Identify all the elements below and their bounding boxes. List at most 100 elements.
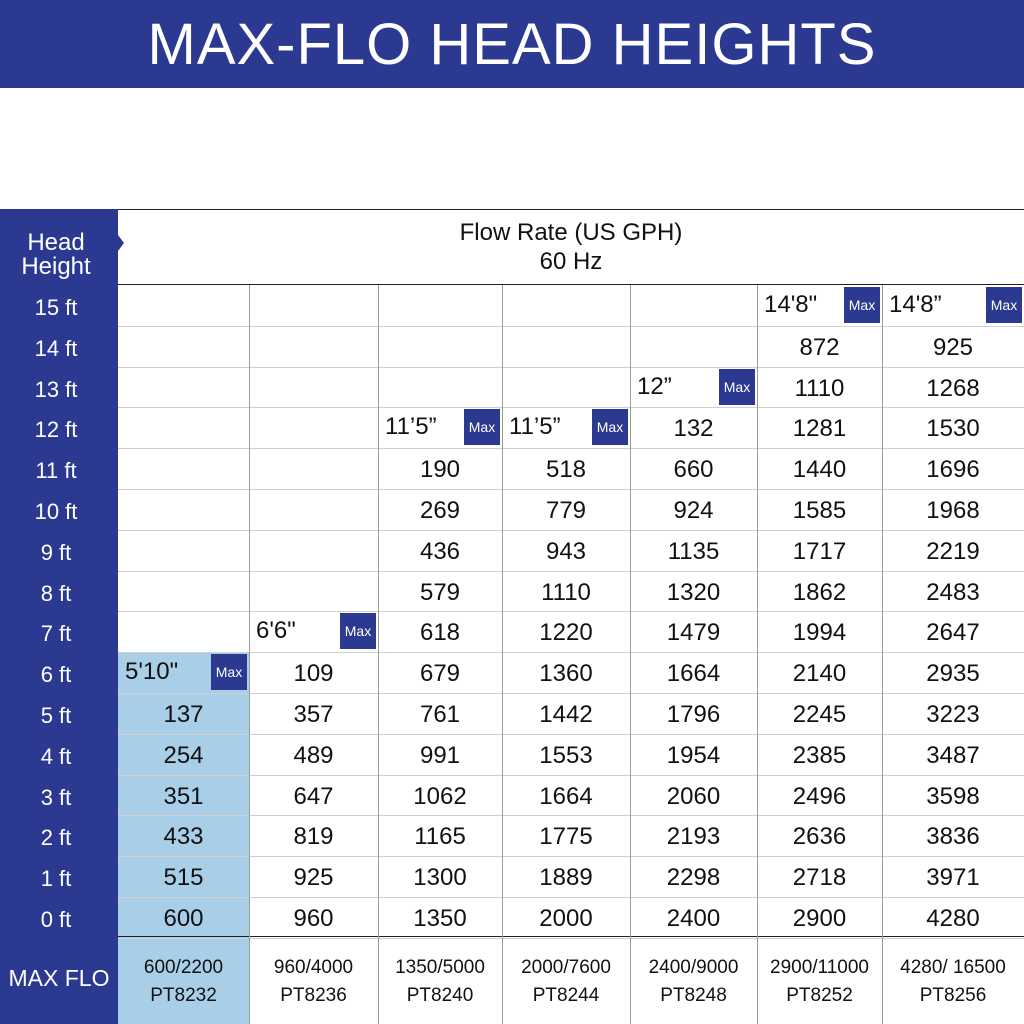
- max-flo-value: 1350/5000: [395, 957, 485, 978]
- flow-value: 2935: [926, 660, 980, 688]
- head-height-row-label: 0 ft: [40, 907, 72, 932]
- flow-value: 647: [293, 782, 334, 810]
- flow-value: 1796: [666, 701, 721, 728]
- max-flo-cell: 600/2200 PT8232: [118, 954, 249, 1010]
- max-badge: Max: [844, 287, 880, 323]
- flow-value: 515: [163, 864, 204, 892]
- column-divider: [882, 285, 883, 1024]
- flow-value: 132: [673, 415, 714, 443]
- max-flo-label: MAX FLO: [8, 965, 110, 991]
- flow-value: 1350: [413, 905, 467, 932]
- flow-value: 925: [932, 333, 974, 361]
- head-height-row-label: 14 ft: [34, 335, 78, 361]
- flow-value: 1135: [667, 537, 720, 565]
- head-height-row-label: 6 ft: [40, 662, 72, 688]
- frequency-label: 60 Hz: [539, 248, 603, 275]
- row-divider: [118, 693, 1024, 694]
- max-flo-value: 4280/ 16500: [900, 957, 1006, 978]
- flow-value: 991: [419, 741, 461, 769]
- head-height-row-label: 13 ft: [34, 376, 78, 402]
- row-divider: [118, 407, 1024, 409]
- flow-value: 2483: [926, 578, 980, 606]
- row-divider: [118, 897, 1024, 898]
- flow-value: 2000: [539, 905, 593, 932]
- max-flo-value: 2400/9000: [648, 957, 739, 978]
- max-flo-cell: 960/4000 PT8236: [249, 954, 378, 1010]
- flow-value: 1300: [413, 864, 467, 892]
- flow-value: 190: [419, 456, 461, 484]
- header-divider: [118, 284, 1024, 285]
- column-divider: [378, 285, 379, 1024]
- column-divider: [630, 285, 631, 1024]
- flow-value: 3971: [926, 864, 980, 892]
- flow-value: 1664: [539, 782, 593, 810]
- flow-value: 600: [163, 905, 204, 932]
- row-divider: [118, 448, 1024, 450]
- flow-value: 1360: [539, 660, 593, 688]
- row-divider: [118, 733, 1024, 735]
- model-number: PT8236: [280, 985, 347, 1006]
- flow-value: 357: [293, 701, 334, 728]
- max-badge: Max: [986, 287, 1022, 323]
- flow-value: 1954: [666, 741, 721, 769]
- head-height-row-label: 11 ft: [35, 458, 77, 484]
- footer-divider: [118, 936, 1024, 937]
- flow-value: 1268: [926, 374, 980, 402]
- flow-value: 351: [163, 782, 204, 810]
- head-height-row-label: 9 ft: [40, 539, 72, 565]
- max-head-label: 14'8”: [889, 291, 942, 318]
- flow-value: 2060: [666, 782, 721, 810]
- model-number: PT8240: [406, 985, 474, 1006]
- flow-value: 518: [545, 456, 587, 484]
- flow-value: 618: [419, 619, 461, 647]
- row-divider: [118, 325, 1024, 327]
- flow-value: 1220: [539, 619, 593, 647]
- max-badge: Max: [464, 409, 500, 446]
- flow-value: 660: [673, 456, 714, 484]
- max-flo-cell: 1350/5000 PT8240: [378, 954, 502, 1010]
- flow-value: 3487: [926, 741, 980, 769]
- head-height-row-label: 10 ft: [34, 499, 78, 524]
- flow-value: 2140: [792, 660, 847, 688]
- flow-value: 1994: [792, 619, 847, 647]
- column-divider: [249, 285, 250, 1024]
- max-badge: Max: [592, 409, 628, 446]
- max-flo-cell: 2900/11000 PT8252: [757, 954, 882, 1010]
- flow-value: 819: [293, 823, 334, 851]
- max-head-label: 6'6": [256, 617, 296, 645]
- flow-value: 1281: [792, 415, 847, 443]
- flow-value: 1479: [666, 619, 721, 647]
- row-divider: [118, 489, 1024, 490]
- flow-value: 109: [293, 660, 334, 688]
- flow-value: 1320: [666, 578, 721, 606]
- flow-value: 1553: [539, 741, 593, 769]
- head-height-label: Head Height: [21, 229, 91, 280]
- flow-rate-header: Flow Rate (US GPH) 60 Hz: [118, 218, 1024, 276]
- flow-value: 1862: [792, 578, 847, 606]
- model-number: PT8248: [660, 985, 727, 1006]
- max-head-label: 14'8": [764, 291, 818, 318]
- model-number: PT8256: [919, 985, 987, 1006]
- row-divider: [118, 570, 1024, 572]
- max-head-label: 12”: [637, 372, 672, 400]
- head-height-row-label: 1 ft: [40, 866, 72, 892]
- flow-value: 2636: [792, 823, 847, 851]
- flow-value: 943: [545, 537, 587, 565]
- flow-value: 254: [163, 741, 204, 769]
- flow-value: 2647: [926, 619, 980, 647]
- flow-value: 2298: [666, 864, 721, 892]
- row-divider: [118, 856, 1024, 858]
- flow-value: 872: [799, 333, 840, 361]
- flow-value: 1585: [792, 497, 847, 524]
- max-flo-value: 600/2200: [143, 957, 224, 978]
- flow-value: 3223: [926, 701, 980, 728]
- header-pointer: [118, 235, 124, 251]
- head-height-row-label: 5 ft: [40, 703, 72, 728]
- flow-value: 1110: [794, 374, 845, 402]
- row-divider: [118, 815, 1024, 817]
- model-number: PT8244: [532, 985, 600, 1006]
- flow-value: 2245: [792, 701, 847, 728]
- flow-value: 2718: [792, 864, 847, 892]
- column-divider: [502, 285, 503, 1024]
